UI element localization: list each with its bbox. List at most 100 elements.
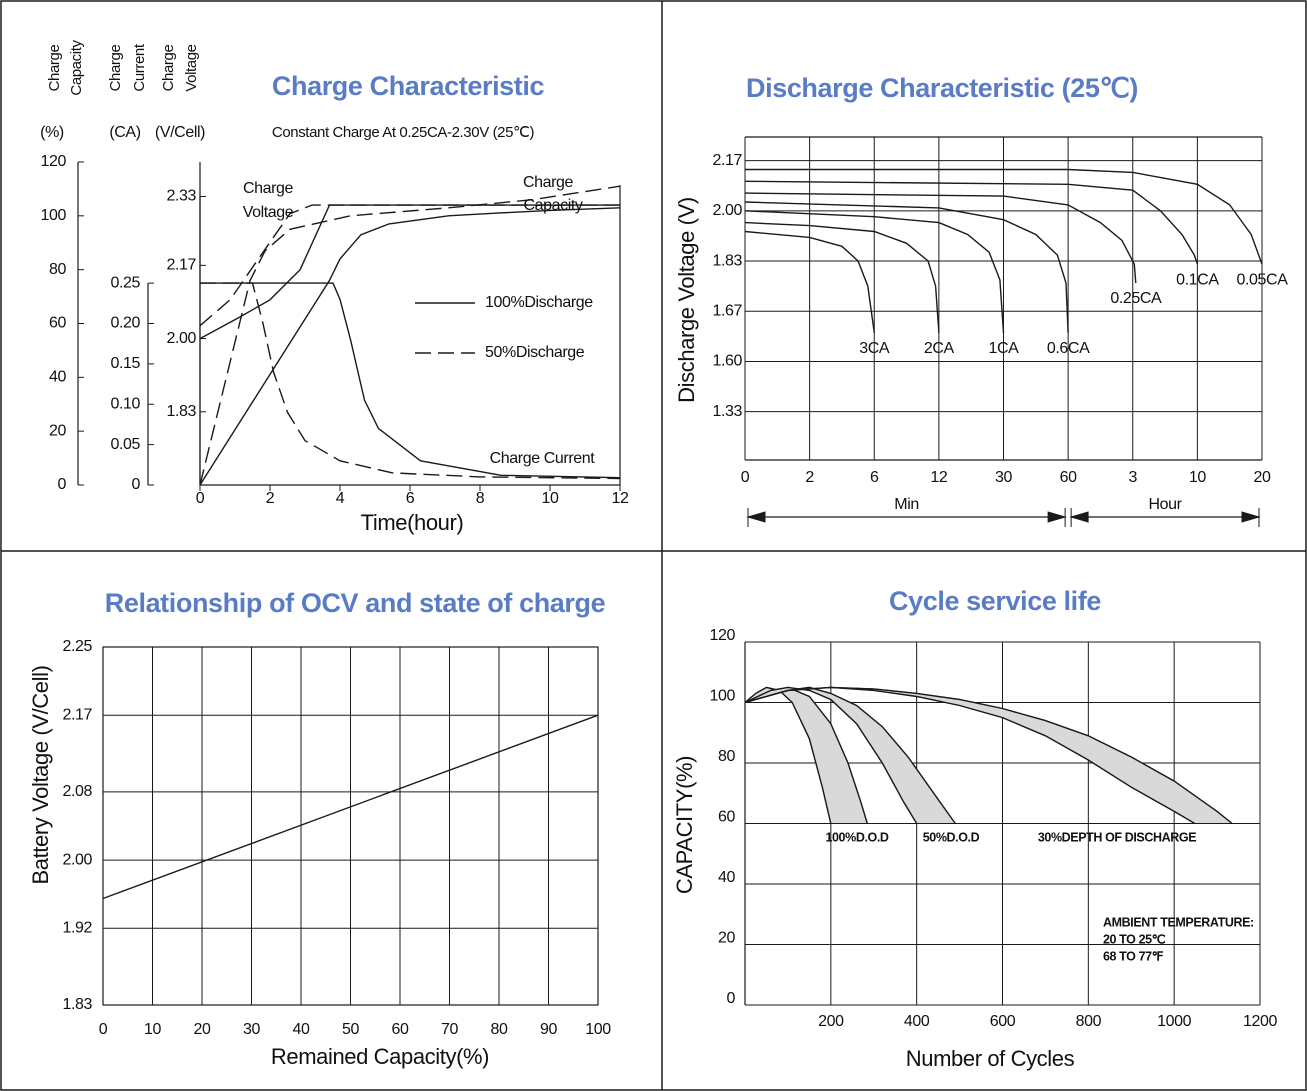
note: 68 TO 77℉ — [1103, 949, 1164, 963]
annotation: Charge — [243, 180, 294, 197]
note: 20 TO 25℃ — [1103, 932, 1166, 946]
y-tick-label: 20 — [718, 930, 735, 947]
chart-title: Cycle service life — [889, 586, 1101, 616]
x-tick-label: 1200 — [1243, 1013, 1277, 1030]
x-tick-label: 10 — [1189, 469, 1206, 486]
y-tick-label: 2.00 — [166, 330, 196, 347]
y-tick-label: 2.00 — [712, 202, 742, 219]
curve — [744, 192, 1137, 284]
x-tick-label: 50 — [342, 1021, 359, 1038]
legend-label: 100%Discharge — [485, 294, 593, 311]
y-tick-label: 2.00 — [62, 851, 92, 868]
y-tick-label: 2.08 — [62, 783, 92, 800]
y-tick-label: 0 — [58, 476, 67, 493]
legend-label: 50%Discharge — [485, 344, 585, 361]
x-tick-label: 400 — [904, 1013, 930, 1030]
axis-unit: (%) — [40, 124, 64, 141]
y-tick-label: 80 — [718, 748, 735, 765]
x-tick-label: 20 — [1254, 469, 1271, 486]
series-label: 0.6CA — [1047, 340, 1090, 357]
x-tick-label: 10 — [542, 490, 559, 507]
chart-title: Charge Characteristic — [272, 71, 545, 101]
x-tick-label: 0 — [99, 1021, 108, 1038]
y-tick-label: 60 — [49, 315, 66, 332]
curve — [744, 180, 1199, 265]
arrowhead — [1069, 511, 1089, 523]
series-label: 0.25CA — [1110, 290, 1162, 307]
axis-title: Capacity — [68, 40, 85, 96]
x-group-label: Hour — [1149, 496, 1183, 513]
axis-title: Charge — [46, 45, 63, 92]
arrowhead — [1047, 511, 1067, 523]
series-label: 3CA — [859, 340, 890, 357]
x-axis-title: Number of Cycles — [906, 1046, 1075, 1071]
x-tick-label: 0 — [196, 490, 205, 507]
curve — [744, 201, 1069, 333]
x-axis-title: Remained Capacity(%) — [271, 1044, 489, 1069]
curve — [102, 714, 599, 900]
y-tick-label: 1.83 — [166, 403, 196, 420]
series-label: 2CA — [924, 340, 955, 357]
x-tick-label: 600 — [990, 1013, 1016, 1030]
x-group-label: Min — [894, 496, 919, 513]
y-tick-label: 0 — [132, 476, 141, 493]
x-tick-label: 60 — [392, 1021, 409, 1038]
curve — [199, 204, 620, 327]
x-tick-label: 1000 — [1157, 1013, 1191, 1030]
arrowhead — [1241, 511, 1261, 523]
annotation: Charge — [523, 174, 574, 191]
annotation: Voltage — [243, 204, 294, 221]
y-tick-label: 2.17 — [712, 152, 742, 169]
x-tick-label: 90 — [540, 1021, 557, 1038]
x-tick-label: 4 — [336, 490, 345, 507]
series-label: 1CA — [989, 340, 1020, 357]
x-tick-label: 100 — [585, 1021, 611, 1038]
y-tick-label: 1.83 — [62, 996, 92, 1013]
y-tick-label: 0.25 — [110, 274, 140, 291]
axis-unit: (CA) — [109, 124, 140, 141]
curve — [744, 210, 1005, 333]
y-tick-label: 1.60 — [712, 353, 742, 370]
curve — [744, 686, 832, 824]
chart-subtitle: Constant Charge At 0.25CA-2.30V (25℃) — [272, 124, 535, 141]
x-tick-label: 60 — [1060, 469, 1077, 486]
axis-title: Voltage — [183, 44, 200, 91]
series-label: 30%DEPTH OF DISCHARGE — [1038, 830, 1196, 844]
chart-title: Relationship of OCV and state of charge — [105, 588, 606, 618]
y-tick-label: 0.05 — [110, 436, 140, 453]
y-tick-label: 0.15 — [110, 355, 140, 372]
y-tick-label: 2.33 — [166, 188, 196, 205]
x-tick-label: 70 — [441, 1021, 458, 1038]
y-tick-label: 100 — [710, 688, 736, 705]
curve — [745, 168, 1263, 265]
x-axis-title: Time(hour) — [361, 510, 464, 535]
y-tick-label: 1.33 — [712, 403, 742, 420]
y-axis-title: Battery Voltage (V/Cell) — [28, 665, 53, 884]
series-label: 0.1CA — [1176, 271, 1219, 288]
chart-title: Discharge Characteristic (25℃) — [746, 73, 1138, 103]
x-tick-label: 10 — [144, 1021, 161, 1038]
y-tick-label: 2.17 — [166, 257, 196, 274]
x-tick-label: 3 — [1129, 469, 1138, 486]
y-tick-label: 2.17 — [62, 706, 92, 723]
x-tick-label: 8 — [476, 490, 485, 507]
axis-title: Charge — [107, 45, 124, 92]
x-tick-label: 20 — [194, 1021, 211, 1038]
annotation: Charge Current — [490, 450, 596, 467]
curve — [199, 207, 621, 486]
x-tick-label: 6 — [870, 469, 879, 486]
y-tick-label: 1.83 — [712, 252, 742, 269]
y-axis-title: CAPACITY(%) — [672, 756, 697, 894]
x-tick-label: 2 — [805, 469, 814, 486]
y-tick-label: 2.25 — [62, 638, 92, 655]
series-label: 50%D.O.D — [923, 830, 980, 844]
x-tick-label: 80 — [491, 1021, 508, 1038]
series-label: 0.05CA — [1237, 271, 1289, 288]
y-tick-label: 0.20 — [110, 315, 140, 332]
series-label: 100%D.O.D — [825, 830, 888, 844]
curve — [200, 282, 621, 480]
axis-title: Charge — [160, 45, 177, 92]
y-tick-label: 40 — [718, 869, 735, 886]
arrowhead — [746, 511, 766, 523]
